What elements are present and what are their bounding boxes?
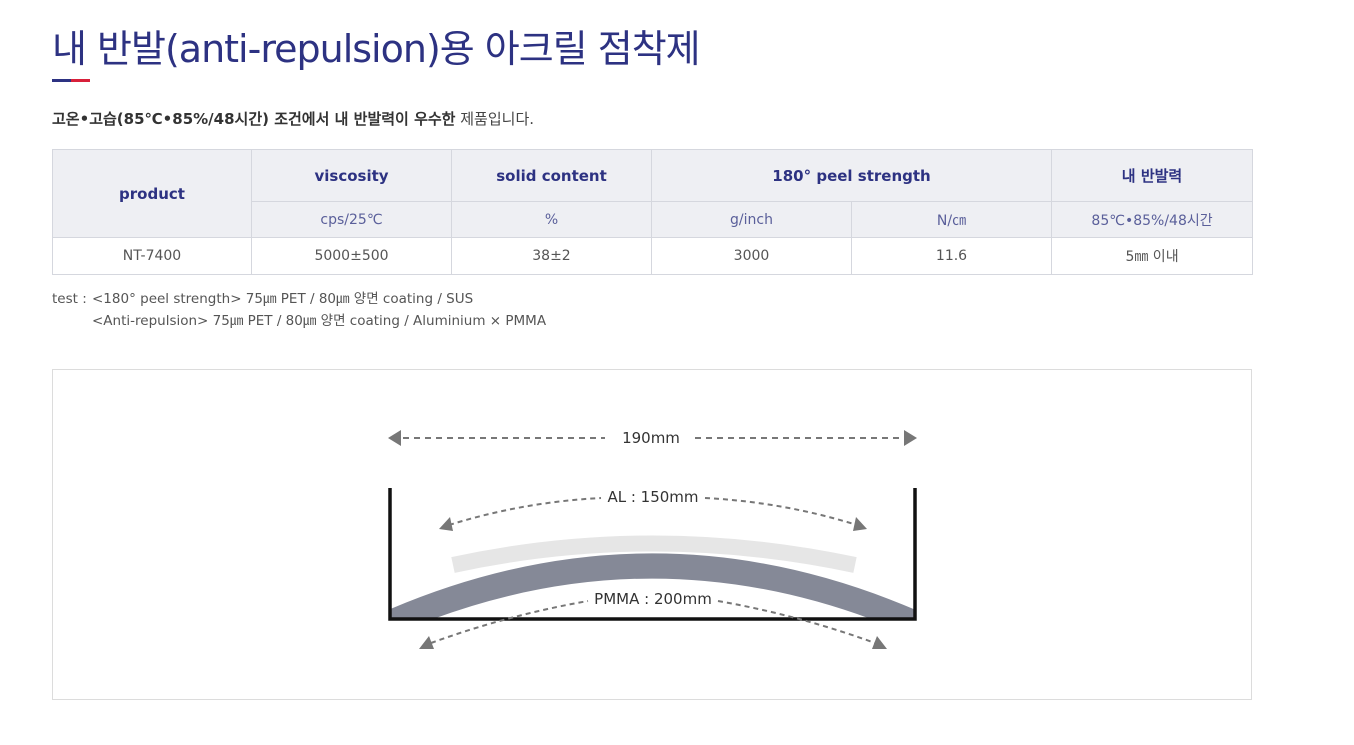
header-viscosity: viscosity [251,149,452,202]
unit-peel-n: N/㎝ [850,201,1053,238]
cell-viscosity: 5000±500 [251,237,452,275]
header-solid-content: solid content [451,149,652,202]
unit-viscosity: cps/25℃ [251,201,452,238]
al-strip [451,535,857,573]
title-underline [52,79,90,82]
test-line-anti-repulsion: <Anti-repulsion> 75㎛ PET / 80㎛ 양면 coatin… [92,313,547,329]
unit-peel-g: g/inch [651,201,852,238]
unit-solid-content: % [451,201,652,238]
page-title: 내 반발(anti-repulsion)용 아크릴 점착제 [52,27,701,71]
al-label: AL : 150mm [607,488,698,506]
header-product: product [52,149,252,238]
cell-peel-n: 11.6 [850,237,1053,275]
al-arrow-left [448,497,602,526]
header-peel-strength: 180° peel strength [650,149,1053,202]
test-label: test : [52,291,87,307]
unit-anti-repulsion: 85℃•85%/48시간 [1051,201,1254,238]
header-anti-repulsion: 내 반발력 [1051,149,1254,202]
cell-peel-g: 3000 [651,237,852,275]
diagram-svg: 190mm AL : 150mm PMMA : 200mm [388,429,917,649]
pmma-arrow-left [430,600,589,644]
container-frame [388,488,917,621]
pmma-arrow-head-right [872,636,887,649]
description-highlight: 고온•고습(85℃•85%/48시간) 조건에서 내 반발력이 우수한 [52,110,456,128]
cell-solid-content: 38±2 [451,237,652,275]
pmma-band [391,553,915,619]
al-arrow-head-left [439,517,453,531]
pmma-label: PMMA : 200mm [594,590,712,608]
description-rest: 제품입니다. [455,110,535,128]
arrow-head-left [388,430,401,446]
pmma-arrow-right [717,600,876,644]
al-arrow-head-right [853,517,867,531]
al-arrow-right [704,497,858,526]
pmma-arrow-head-left [419,636,434,649]
cell-anti-repulsion: 5㎜ 이내 [1051,237,1254,275]
arrow-head-right [904,430,917,446]
cell-product: NT-7400 [52,237,252,275]
width-label: 190mm [622,429,680,447]
test-line-peel: <180° peel strength> 75㎛ PET / 80㎛ 양면 co… [92,291,474,307]
anti-repulsion-diagram: 190mm AL : 150mm PMMA : 200mm [52,369,1252,700]
test-notes: test : <180° peel strength> 75㎛ PET / 80㎛… [52,288,546,332]
product-description: 고온•고습(85℃•85%/48시간) 조건에서 내 반발력이 우수한 제품입니… [52,108,534,129]
spec-table: product viscosity solid content 180° pee… [52,149,1254,275]
table-row: NT-7400 5000±500 38±2 3000 11.6 5㎜ 이내 [52,237,1254,275]
